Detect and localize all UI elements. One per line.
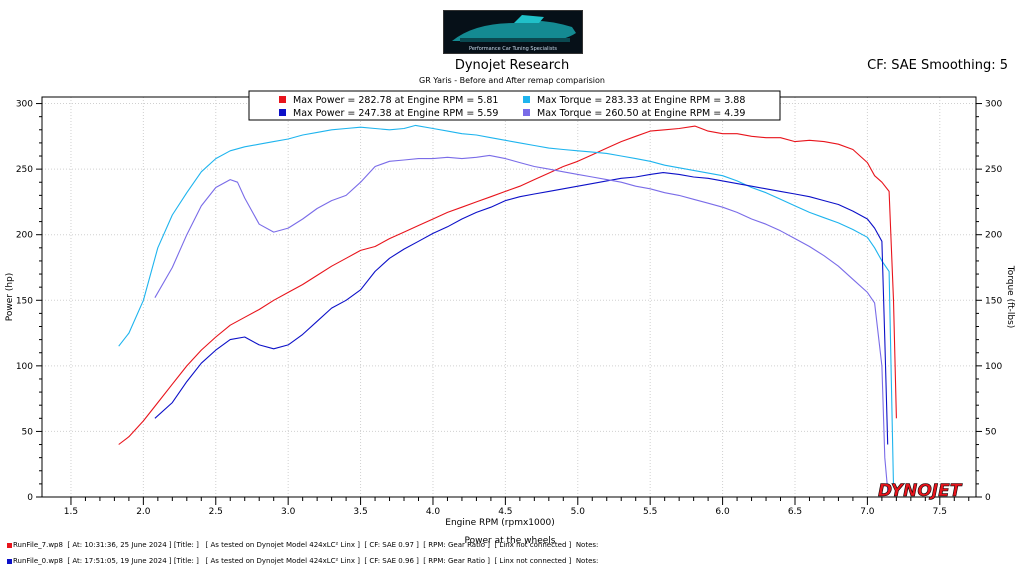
- x-tick-label: 7.5: [933, 507, 947, 517]
- logo-caption: Performance Car Tuning Specialists: [469, 46, 557, 52]
- grid: [42, 97, 976, 498]
- y-right-tick-label: 250: [985, 165, 1002, 175]
- y-right-tick-label: 100: [985, 362, 1002, 372]
- x-tick-label: 5.0: [571, 507, 586, 517]
- dynojet-brand: DYNOJET: [878, 481, 963, 501]
- x-tick-label: 6.0: [715, 507, 730, 517]
- run-1-marker: [7, 542, 12, 548]
- x-tick-label: 4.0: [426, 507, 441, 517]
- legend-label: Max Torque = 283.33 at Engine RPM = 3.88: [537, 95, 745, 106]
- y-axis-label-left: Power (hp): [5, 273, 15, 322]
- x-tick-label: 3.0: [281, 507, 296, 517]
- legend-box: [248, 90, 781, 121]
- y-left-tick-label: 150: [16, 296, 33, 306]
- legend-label: Max Power = 247.38 at Engine RPM = 5.59: [293, 108, 498, 119]
- y-right-tick-label: 50: [985, 427, 997, 437]
- series-lines: [118, 124, 897, 491]
- x-tick-label: 2.0: [136, 507, 151, 517]
- series-line-1: [118, 125, 897, 445]
- legend-swatch: [279, 96, 286, 103]
- x-axis-sublabel: Power at the wheels: [465, 536, 556, 546]
- footer-run-2: RunFile_0.wp8 [ At: 17:51:05, 19 June 20…: [7, 557, 598, 565]
- x-tick-label: 2.5: [209, 507, 223, 517]
- legend-label: Max Torque = 260.50 at Engine RPM = 4.39: [537, 108, 745, 119]
- y-left-tick-label: 0: [27, 493, 33, 503]
- x-tick-label: 4.5: [498, 507, 512, 517]
- run-2-marker: [7, 558, 12, 564]
- y-left-tick-label: 100: [16, 362, 33, 372]
- y-left-tick-label: 50: [22, 427, 34, 437]
- y-axis-label-right: Torque (ft-lbs): [1005, 265, 1015, 329]
- axes: 1.5 2.0 2.5 3.0 3.5 4.0 4.5 5.0 5.5 6.0 6.5 7.0 7.5 0…: [16, 100, 1003, 517]
- legend-swatch: [523, 109, 530, 116]
- x-tick-label: 1.5: [64, 507, 78, 517]
- y-right-tick-label: 200: [985, 231, 1002, 241]
- x-tick-label: 7.0: [860, 507, 875, 517]
- x-tick-label: 5.5: [643, 507, 657, 517]
- series-line-2: [118, 124, 895, 487]
- series-line-3: [154, 172, 889, 445]
- series-line-4: [154, 154, 889, 491]
- y-right-tick-label: 0: [985, 493, 991, 503]
- y-right-tick-label: 300: [985, 100, 1002, 110]
- plot-frame: [41, 96, 977, 498]
- legend: Max Power = 282.78 at Engine RPM = 5.81 M…: [248, 90, 781, 121]
- legend-swatch: [279, 109, 286, 116]
- correction-factor-label: CF: SAE Smoothing: 5: [867, 58, 1008, 73]
- x-tick-label: 3.5: [353, 507, 367, 517]
- y-left-tick-label: 250: [16, 165, 33, 175]
- y-right-tick-label: 150: [985, 296, 1002, 306]
- footer-run-1-text: RunFile_7.wp8 [ At: 10:31:36, 25 June 20…: [13, 541, 599, 549]
- x-tick-label: 6.5: [788, 507, 802, 517]
- footer-run-2-text: RunFile_0.wp8 [ At: 17:51:05, 19 June 20…: [13, 557, 599, 565]
- chart-subtitle: GR Yaris - Before and After remap compar…: [419, 76, 605, 85]
- footer-run-1: RunFile_7.wp8 [ At: 10:31:36, 25 June 20…: [7, 541, 598, 549]
- chart-title: Dynojet Research: [454, 58, 570, 73]
- y-left-tick-label: 200: [16, 231, 33, 241]
- x-axis-label: Engine RPM (rpmx1000): [445, 518, 554, 528]
- y-left-tick-label: 300: [16, 100, 33, 110]
- legend-swatch: [523, 96, 530, 103]
- legend-label: Max Power = 282.78 at Engine RPM = 5.81: [293, 95, 498, 106]
- company-logo: Performance Car Tuning Specialists: [443, 10, 583, 54]
